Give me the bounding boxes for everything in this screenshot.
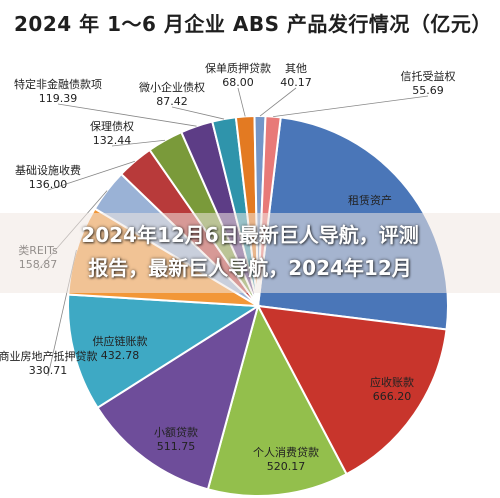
title-bar: 2024 年 1～6 月企业 ABS 产品发行情况（亿元） xyxy=(0,0,500,44)
slice-label-9: 特定非金融债款项 xyxy=(14,77,102,91)
slice-label-11: 保单质押贷款 xyxy=(205,61,271,75)
pie-slice-3 xyxy=(96,303,260,491)
slice-value-7: 136.00 xyxy=(29,178,68,191)
pie-slice-1 xyxy=(256,304,448,476)
slice-label-7: 基础设施收费 xyxy=(15,163,81,177)
leader-line-11 xyxy=(237,87,246,117)
leader-line-12 xyxy=(259,87,297,117)
slice-label-3: 小额贷款 xyxy=(154,425,198,439)
slice-value-2: 520.17 xyxy=(267,460,306,473)
chart-title: 2024 年 1～6 月企业 ABS 产品发行情况（亿元） xyxy=(14,12,492,36)
slice-value-12: 40.17 xyxy=(280,76,312,89)
leader-line-8 xyxy=(111,139,166,147)
pie-slice-4 xyxy=(67,293,262,410)
overlay-banner xyxy=(0,213,500,293)
leader-line-7 xyxy=(47,160,135,191)
slice-label-2: 个人消费贷款 xyxy=(253,445,319,459)
slice-label-12: 其他 xyxy=(285,62,307,75)
slice-value-9: 119.39 xyxy=(39,92,78,105)
slice-value-1: 666.20 xyxy=(373,390,412,403)
slice-value-8: 132.44 xyxy=(93,134,132,147)
slice-value-10: 87.42 xyxy=(156,95,188,108)
slice-value-3: 511.75 xyxy=(157,440,196,453)
leader-line-10 xyxy=(171,106,225,120)
banner-line-1: 2024年12月6日最新巨人导航，评测 xyxy=(81,223,419,247)
slice-label-10: 微小企业债权 xyxy=(139,80,205,94)
leader-line-9 xyxy=(57,103,197,127)
slice-label-5: 商业房地产抵押贷款 xyxy=(0,349,98,363)
leader-line-13 xyxy=(273,95,429,118)
slice-value-4: 432.78 xyxy=(101,349,140,362)
banner-line-2: 报告，最新巨人导航，2024年12月 xyxy=(88,256,412,280)
slice-label-13: 信托受益权 xyxy=(401,69,456,83)
pie-slice-2 xyxy=(206,303,348,497)
slice-label-0: 租赁资产 xyxy=(348,193,392,207)
slice-label-4: 供应链账款 xyxy=(93,334,148,348)
slice-label-1: 应收账款 xyxy=(370,375,414,389)
slice-value-11: 68.00 xyxy=(222,76,254,89)
slice-label-8: 保理债权 xyxy=(90,119,134,133)
slice-value-13: 55.69 xyxy=(412,84,444,97)
slice-value-5: 330.71 xyxy=(29,364,68,377)
